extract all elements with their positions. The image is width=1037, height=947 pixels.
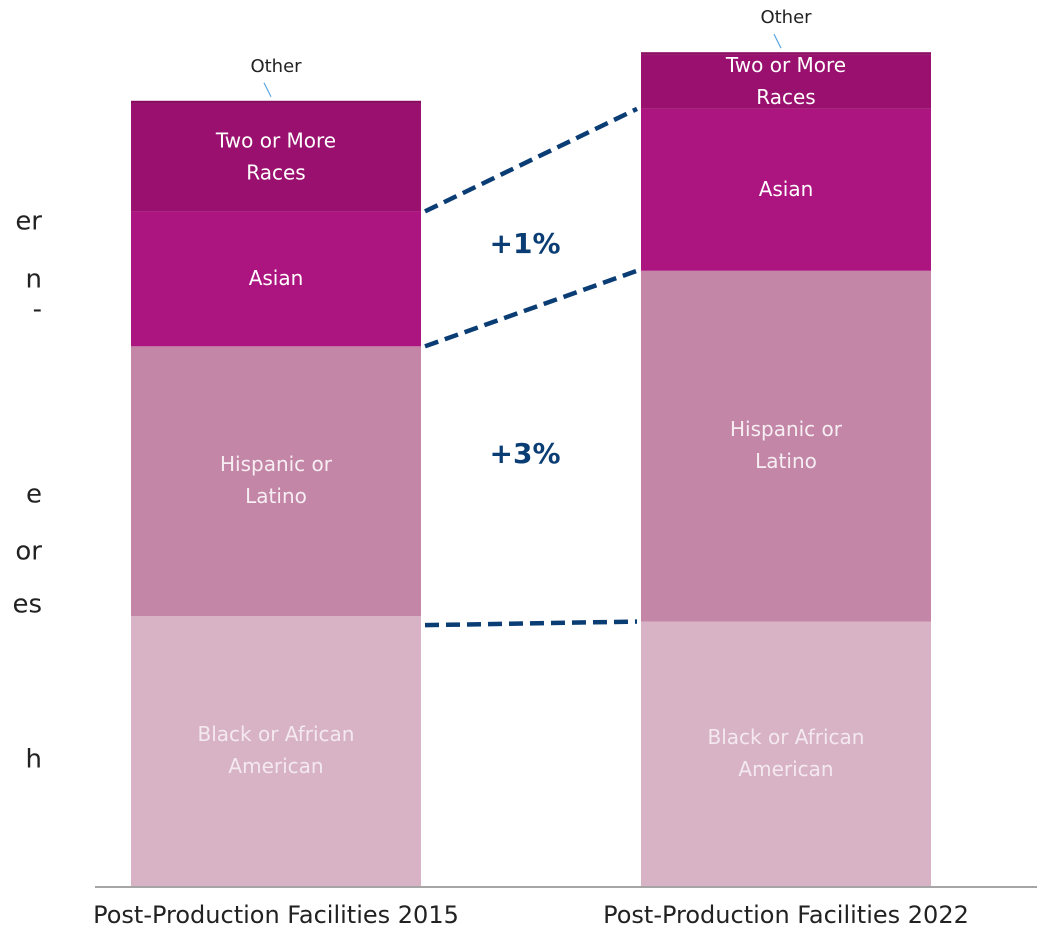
cropped-text: or xyxy=(15,537,42,567)
bar-segment xyxy=(131,103,421,212)
segment-label: Asian xyxy=(759,176,814,200)
segment-label: Two or More Races xyxy=(725,52,846,108)
cropped-text: n xyxy=(26,265,42,295)
segment-label: Two or More Races xyxy=(215,128,336,184)
segment-label: Hispanic or Latino xyxy=(730,417,843,473)
bar-segment xyxy=(641,52,931,55)
cropped-text: er xyxy=(15,207,42,237)
bar-segment xyxy=(641,54,931,109)
cropped-text: es xyxy=(12,590,42,620)
segment-label: Other xyxy=(250,56,302,77)
bar-segment xyxy=(131,100,421,104)
segment-label: Asian xyxy=(249,265,304,289)
connector xyxy=(424,106,638,214)
annotation: +3% xyxy=(490,437,561,470)
leader-line xyxy=(773,33,782,49)
cropped-text: e xyxy=(26,480,42,510)
segment-label: Other xyxy=(760,7,812,28)
bar-segment xyxy=(131,346,421,617)
bar-segment xyxy=(131,211,421,347)
cropped-text: h xyxy=(26,745,42,775)
bar-segment xyxy=(131,616,421,886)
x-tick-label: Post-Production Facilities 2015 xyxy=(93,901,459,929)
cropped-text: - xyxy=(33,295,42,325)
x-tick-label: Post-Production Facilities 2022 xyxy=(603,901,969,929)
bar-segment xyxy=(641,108,931,271)
segment-label: Black or African American xyxy=(197,722,354,778)
leader-line xyxy=(263,82,272,98)
bar-segment xyxy=(641,621,931,886)
connector xyxy=(424,619,638,628)
segment-label: Hispanic or Latino xyxy=(220,452,333,508)
annotation: +1% xyxy=(490,227,561,260)
connector xyxy=(424,268,638,349)
segment-label: Black or African American xyxy=(707,724,864,780)
bar-segment xyxy=(641,270,931,622)
